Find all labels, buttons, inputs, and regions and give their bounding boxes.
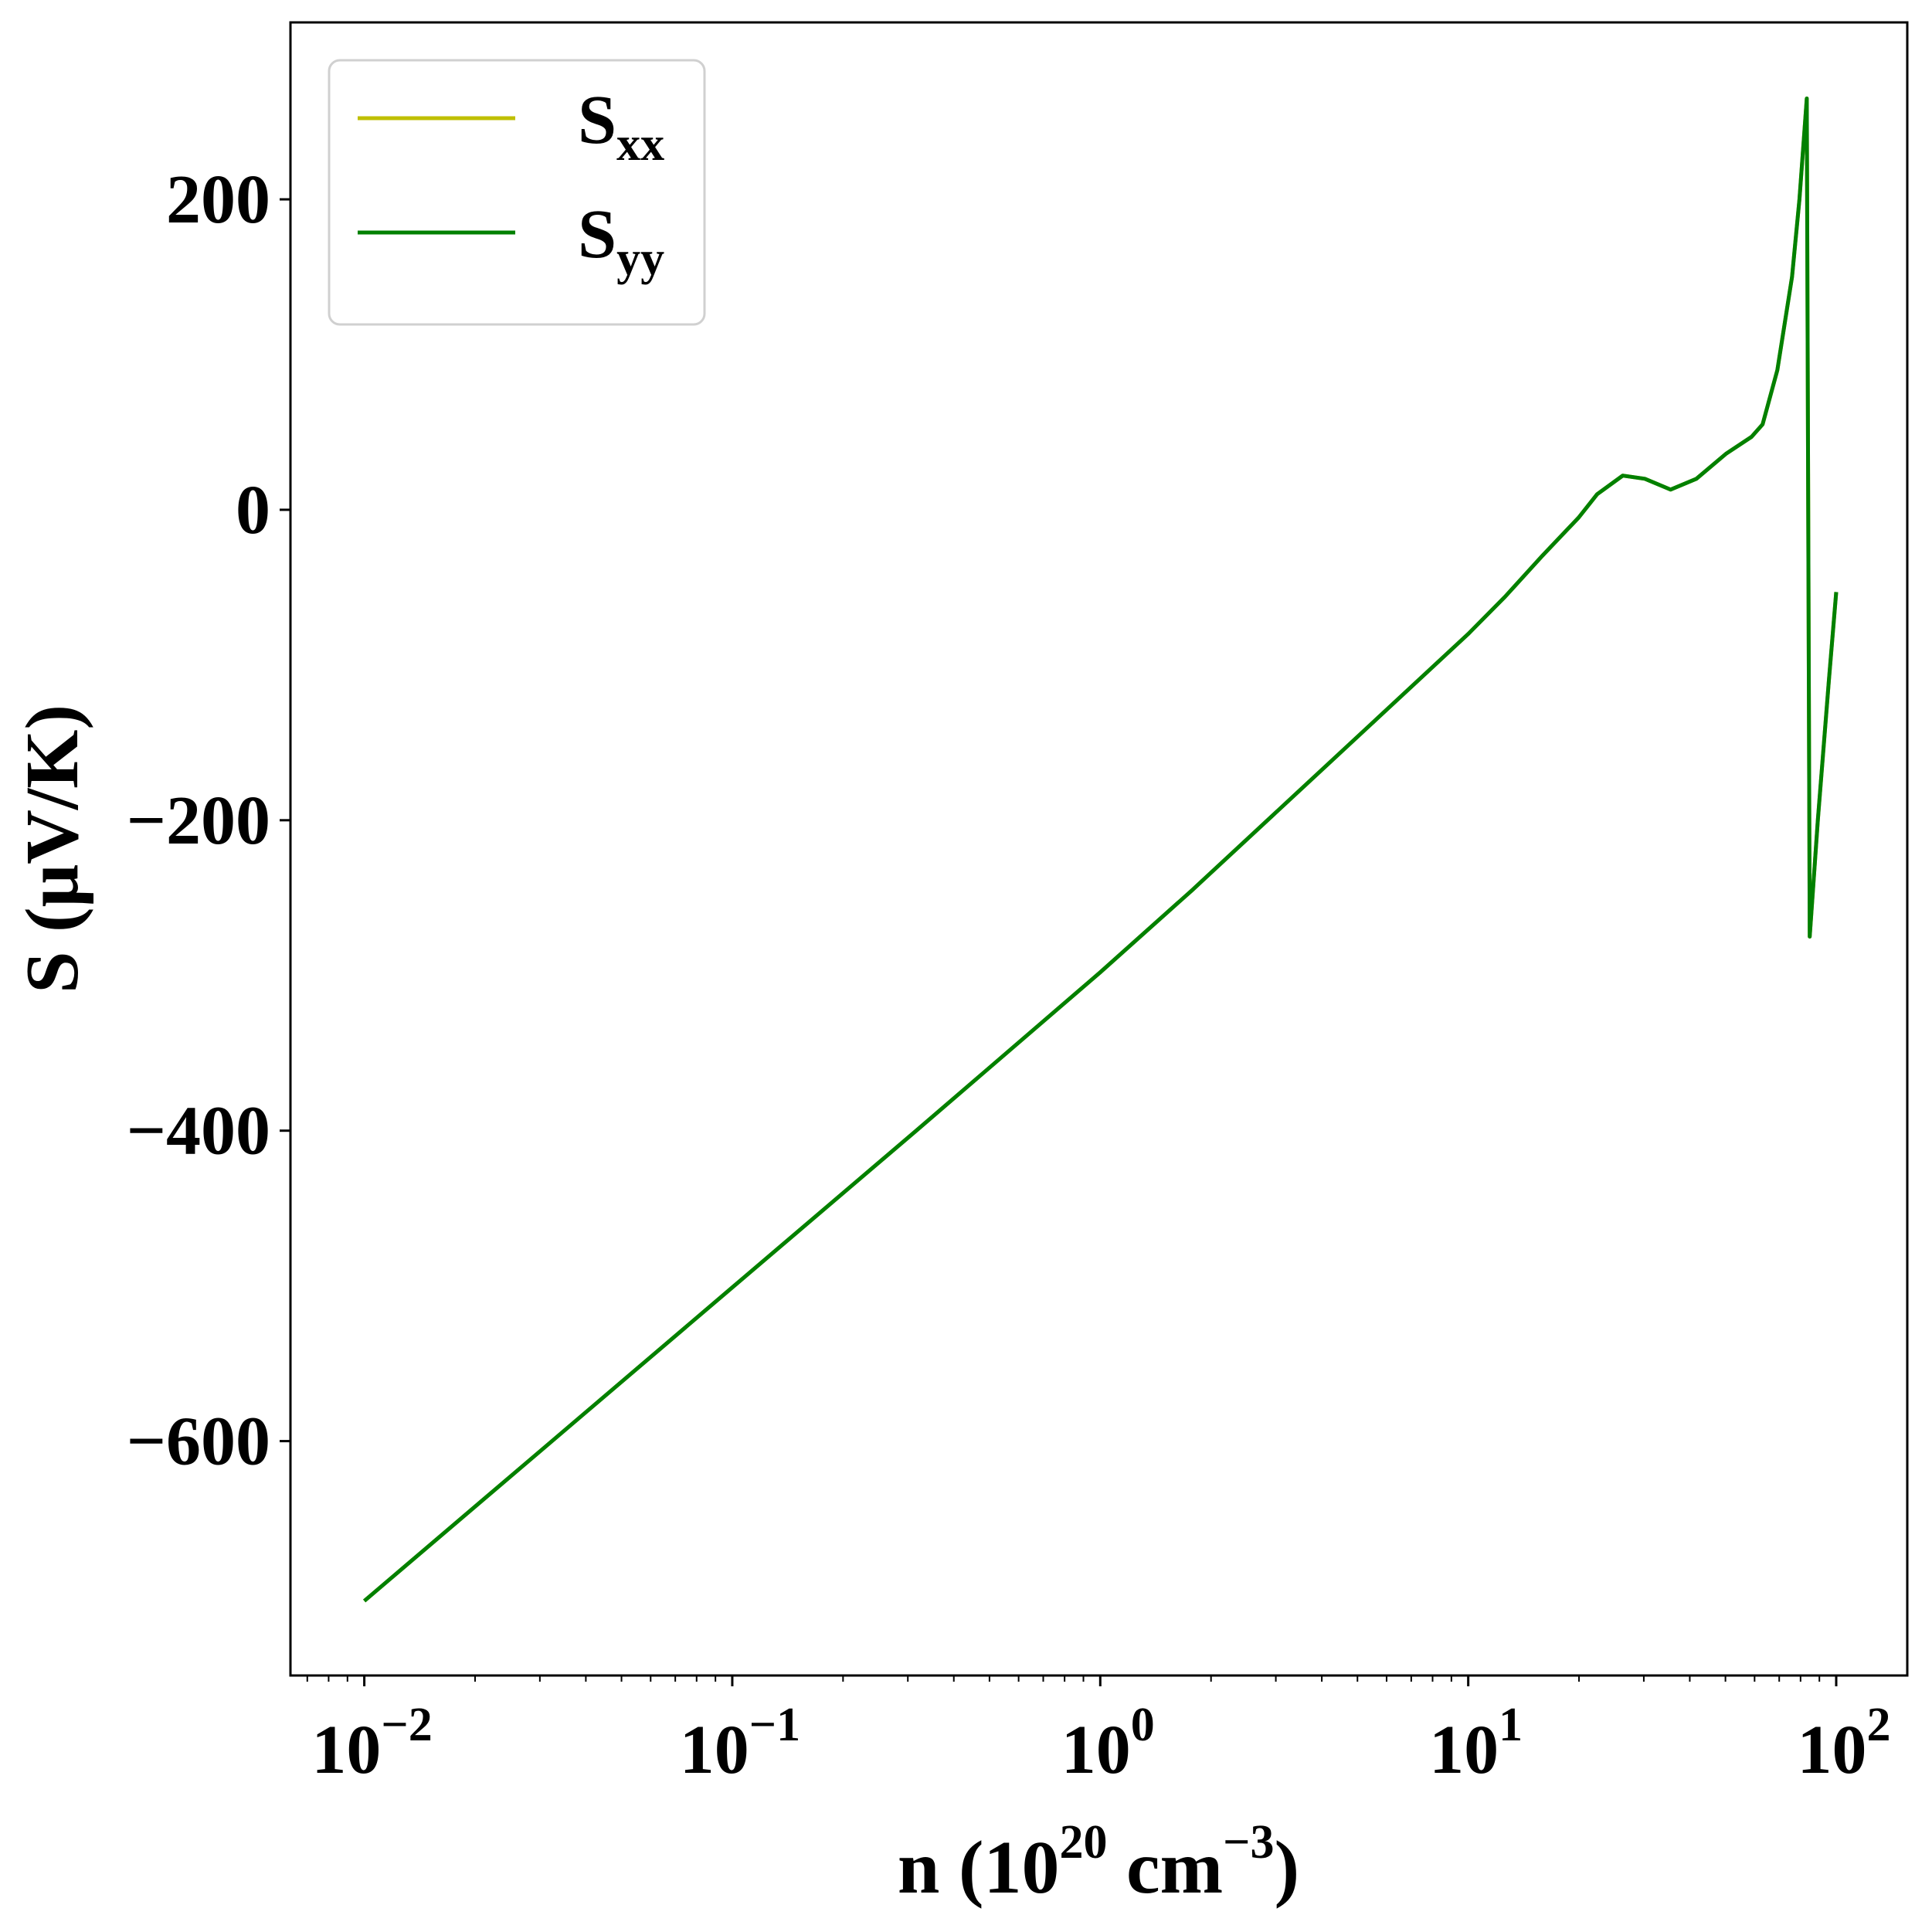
x-axis-label: n (1020 cm−3) [898,1816,1299,1910]
x-tick-label: 100 [1061,1699,1155,1788]
y-tick-label: −200 [127,783,270,859]
y-tick-label: −400 [127,1093,270,1170]
legend-box [328,59,706,326]
x-tick-label: 10−1 [680,1699,800,1788]
series-layer [362,97,1839,1603]
series-line-yy [362,97,1839,1603]
y-tick-label: 200 [166,161,270,238]
y-axis-label: S (μV/K) [11,704,94,993]
x-tick-label: 10−2 [311,1699,432,1788]
x-tick-label: 101 [1429,1699,1523,1788]
legend-label-syy: Syy [578,196,664,285]
y-tick-label: −600 [127,1404,270,1480]
x-tick-label: 102 [1798,1699,1891,1788]
plot-frame [289,21,1909,1677]
y-tick-label: 0 [236,472,270,548]
ticks-layer: 200 0 −200 −400 −600 10−2 10−1 100 101 102 [127,161,1891,1788]
legend: Sxx Syy [328,59,706,326]
legend-label-sxx: Sxx [578,82,664,171]
